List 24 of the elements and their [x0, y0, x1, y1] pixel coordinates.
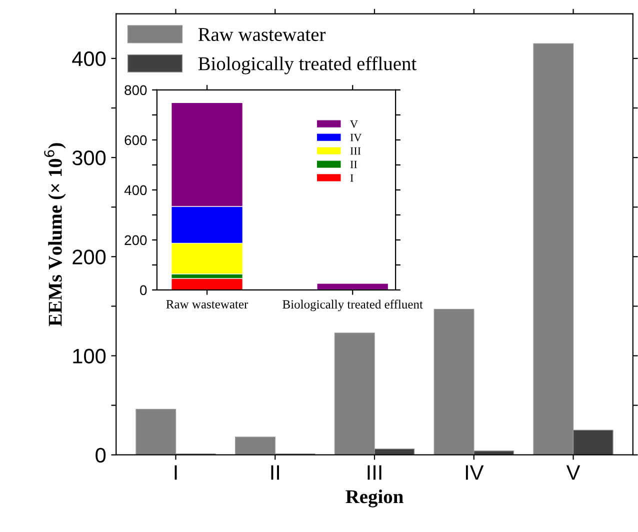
y-tick-label: 0: [96, 448, 106, 463]
y-tick-label: 600: [124, 135, 147, 146]
legend-label: Biologically treated effluent: [198, 56, 417, 74]
legend-label: IV: [350, 134, 362, 142]
y-axis-title: EEMs Volume (× 10$^{6}$): [44, 143, 66, 326]
x-tick-label: III: [368, 465, 382, 480]
legend-label: Raw wastewater: [198, 28, 326, 42]
x-tick-label: II: [271, 465, 279, 480]
y-tick-label: 200: [124, 235, 147, 246]
x-tick-label: V: [566, 465, 580, 480]
x-tick-label: IV: [466, 465, 484, 480]
y-tick-label: 0: [140, 285, 147, 296]
y-tick-label: 400: [124, 185, 147, 196]
legend-label: II: [350, 160, 357, 168]
y-tick-label: 300: [72, 150, 106, 166]
y-tick-label: 200: [72, 250, 106, 264]
y-tick-label: 800: [124, 85, 147, 96]
legend-label: III: [350, 147, 361, 155]
legend-label: I: [350, 174, 354, 182]
y-tick-label: 400: [72, 51, 106, 66]
legend-label: V: [350, 120, 358, 128]
y-tick-label: 100: [73, 348, 106, 364]
x-tick-label: I: [174, 465, 177, 480]
x-axis-title: Region: [346, 490, 404, 508]
